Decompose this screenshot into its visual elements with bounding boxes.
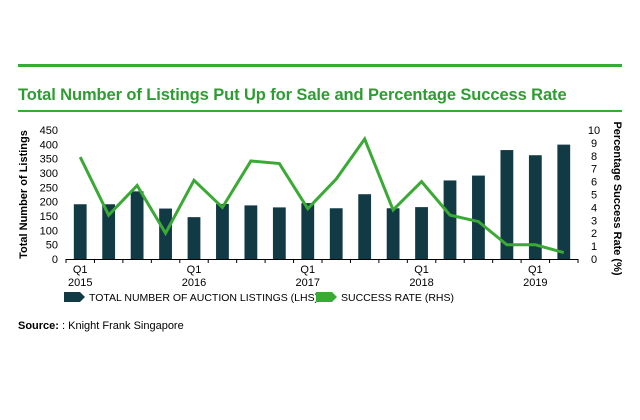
y-right-tick-label: 1 [591,241,597,253]
y-right-tick-label: 6 [591,177,597,189]
legend-bar-swatch [64,292,85,302]
bar [244,205,258,259]
x-tick-label-quarter: Q1 [528,264,543,276]
y-left-tick-label: 250 [40,182,58,194]
bar [301,203,315,259]
y-right-axis-title: Percentage Success Rate (%) [611,121,623,275]
bar [216,203,229,259]
y-right-tick-label: 7 [591,164,597,176]
bar [102,204,116,259]
x-tick-label-year: 2019 [523,277,547,289]
chart-title: Total Number of Listings Put Up for Sale… [18,86,567,104]
bar [415,207,428,259]
x-tick-label-quarter: Q1 [414,264,429,276]
y-right-tick-label: 5 [591,190,597,202]
x-tick-label-quarter: Q1 [187,264,202,276]
bar [358,194,372,259]
y-right-tick-label: 2 [591,228,597,240]
bar [472,175,485,259]
y-left-tick-label: 150 [40,211,58,223]
y-right-tick-label: 10 [588,125,600,137]
success-rate-line [78,135,565,254]
y-left-axis-title: Total Number of Listings [18,130,30,259]
y-right-tick-label: 8 [591,151,597,163]
y-left-tick-label: 0 [52,254,58,266]
x-tick-label-year: 2016 [182,277,206,289]
x-tick-label-year: 2018 [409,277,433,289]
bar [272,207,286,259]
bar [557,144,571,259]
bar [528,155,542,259]
y-left-tick-label: 400 [40,139,58,151]
source-label: Source: [18,320,59,332]
y-left-tick-label: 50 [46,240,58,252]
bar [386,208,400,259]
title-divider [18,110,622,112]
y-left-tick-label: 300 [40,168,58,180]
y-right-tick-label: 4 [591,202,597,214]
y-left-tick-label: 100 [40,225,58,237]
y-right-tick-label: 3 [591,215,597,227]
source-note: Source: : Knight Frank Singapore [18,320,184,332]
bar [500,150,514,259]
legend-bar-label: TOTAL NUMBER OF AUCTION LISTINGS (LHS) [89,292,318,304]
x-tick-label-quarter: Q1 [73,264,88,276]
y-left-tick-label: 450 [40,125,58,137]
top-divider [18,64,622,67]
x-tick-label-quarter: Q1 [300,264,315,276]
y-right-tick-label: 0 [591,254,597,266]
legend-line-label: SUCCESS RATE (RHS) [341,292,454,304]
x-tick-label-year: 2015 [68,277,92,289]
legend-line-swatch [316,292,337,302]
bar [130,191,144,259]
y-right-tick-label: 9 [591,138,597,150]
bar [443,180,457,259]
bar [187,217,201,259]
y-left-tick-label: 350 [40,154,58,166]
x-tick-label-year: 2017 [296,277,320,289]
source-text: : Knight Frank Singapore [62,320,184,332]
bar [73,204,87,259]
y-left-tick-label: 200 [40,197,58,209]
bar [329,208,343,259]
